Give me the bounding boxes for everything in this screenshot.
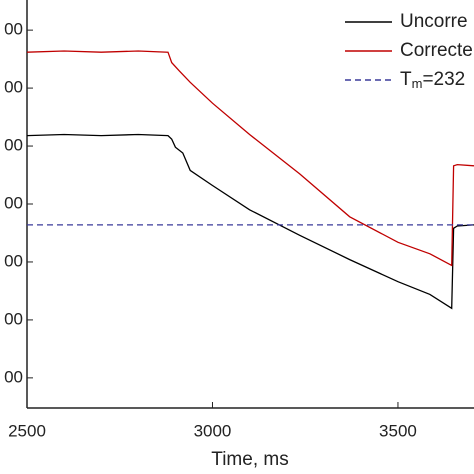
y-tick-label: 00 bbox=[4, 78, 23, 97]
series-line bbox=[26, 50, 474, 267]
x-tick-label: 3000 bbox=[194, 421, 232, 440]
legend-suffix: =232 bbox=[422, 69, 465, 90]
legend-label: Tm=232 bbox=[400, 69, 465, 91]
series-line bbox=[26, 133, 474, 310]
legend-label: Uncorre bbox=[400, 11, 468, 32]
legend-text: Uncorre bbox=[400, 11, 468, 32]
legend-label: Correcte bbox=[400, 40, 473, 61]
x-tick-label: 2500 bbox=[8, 421, 46, 440]
legend-subscript: m bbox=[412, 76, 423, 91]
legend-text: T bbox=[400, 69, 412, 90]
x-axis-label: Time, ms bbox=[211, 449, 288, 470]
y-tick-label: 00 bbox=[4, 251, 23, 270]
y-tick-label: 00 bbox=[4, 309, 23, 328]
y-tick-label: 00 bbox=[4, 136, 23, 155]
y-tick-label: 00 bbox=[4, 193, 23, 212]
y-tick-label: 00 bbox=[4, 20, 23, 39]
y-tick-label: 00 bbox=[4, 367, 23, 386]
legend-text: Correcte bbox=[400, 40, 473, 61]
x-tick-label: 3500 bbox=[379, 421, 417, 440]
